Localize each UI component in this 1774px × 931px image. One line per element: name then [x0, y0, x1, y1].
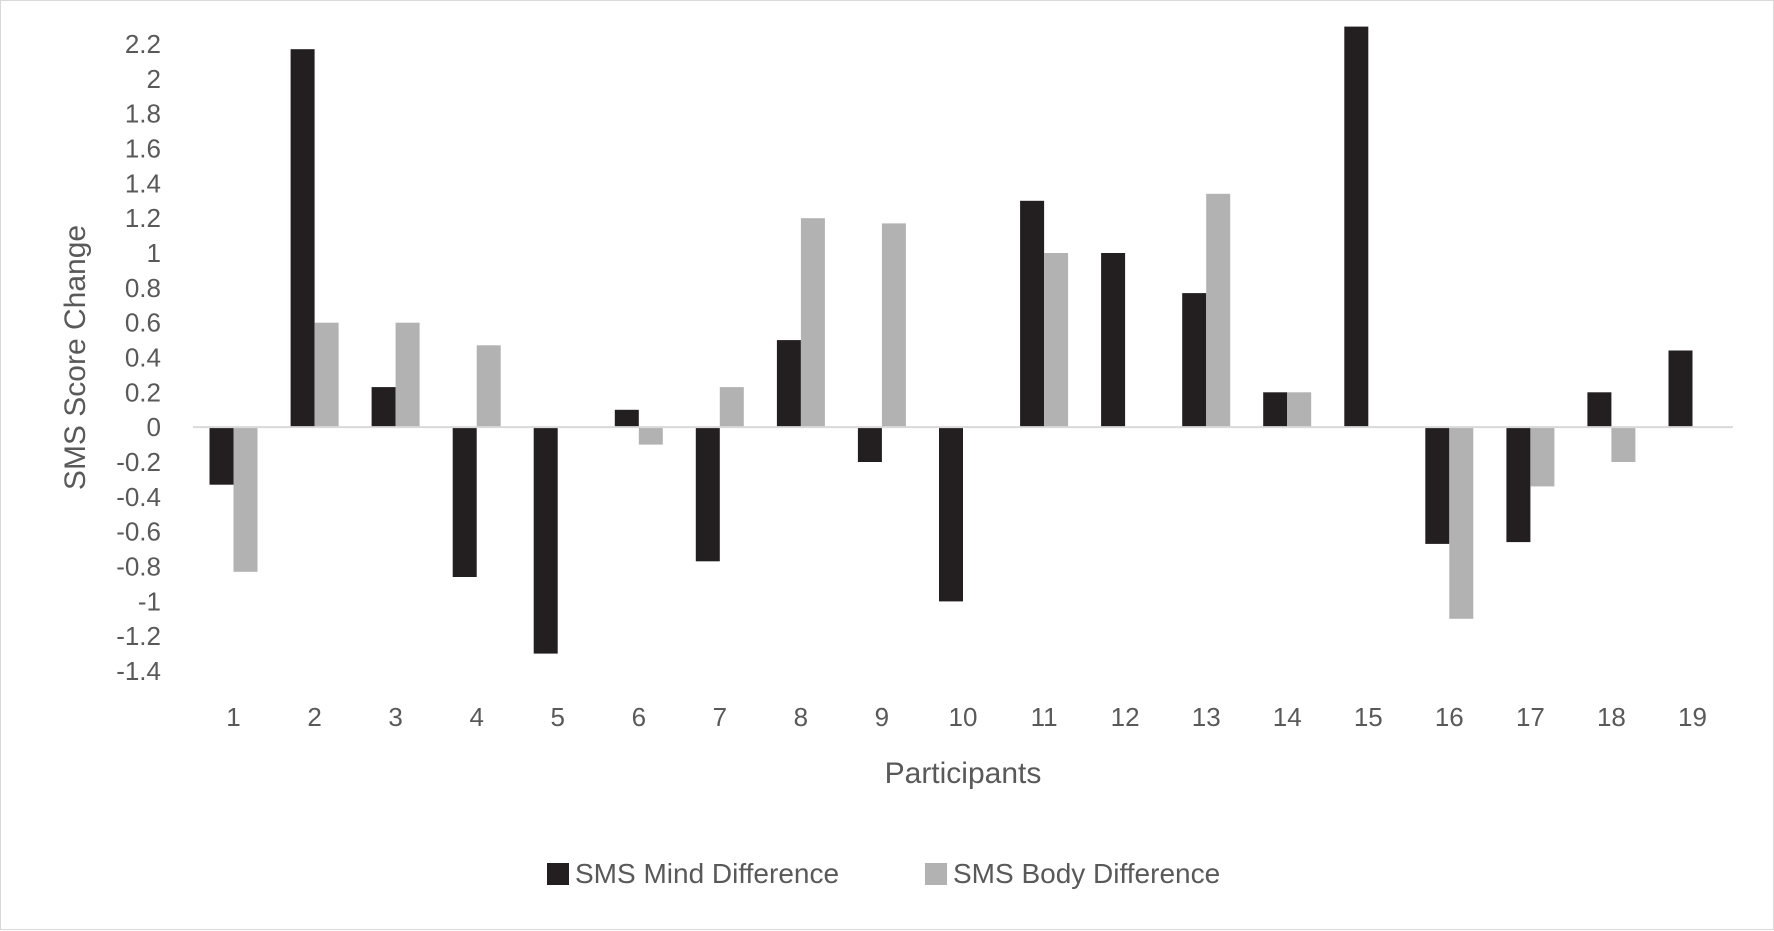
y-tick-label: -1.4: [116, 656, 161, 686]
y-tick-label: -1: [138, 586, 161, 616]
y-tick-label: 0.8: [125, 273, 161, 303]
x-tick-label: 12: [1111, 702, 1140, 732]
bar-mind-11: [1020, 200, 1045, 428]
bar-body-2: [314, 322, 339, 428]
bar-body-18: [1611, 427, 1636, 462]
y-tick-label: 1.4: [125, 168, 161, 198]
x-tick-label: 8: [794, 702, 808, 732]
x-tick-label: 9: [875, 702, 889, 732]
y-tick-label: 1: [147, 238, 161, 268]
x-tick-label: 17: [1516, 702, 1545, 732]
bar-mind-8: [776, 340, 801, 428]
x-tick-label: 10: [949, 702, 978, 732]
bar-body-16: [1449, 427, 1474, 619]
bar-mind-3: [371, 387, 396, 428]
bars-group: [209, 26, 1693, 654]
y-tick-label: -0.4: [116, 482, 161, 512]
x-tick-label: 18: [1597, 702, 1626, 732]
bar-body-11: [1044, 253, 1069, 428]
x-tick-label: 7: [713, 702, 727, 732]
y-tick-label: 0.2: [125, 377, 161, 407]
x-tick-label: 13: [1192, 702, 1221, 732]
x-axis-title: Participants: [885, 757, 1042, 790]
x-tick-label: 11: [1031, 702, 1058, 732]
bar-mind-14: [1263, 392, 1288, 428]
bar-body-6: [638, 427, 663, 445]
legend-label-mind: SMS Mind Difference: [575, 858, 839, 889]
bar-mind-7: [695, 427, 720, 562]
y-tick-label: 1.6: [125, 134, 161, 164]
x-tick-label: 1: [226, 702, 240, 732]
y-tick-label: 2.2: [125, 29, 161, 59]
bar-mind-17: [1506, 427, 1531, 543]
x-tick-label: 15: [1354, 702, 1383, 732]
legend-label-body: SMS Body Difference: [953, 858, 1220, 889]
legend-swatch-body: [925, 863, 947, 885]
legend: SMS Mind Difference SMS Body Difference: [547, 858, 1220, 889]
bar-body-9: [881, 223, 906, 428]
bar-mind-12: [1101, 253, 1126, 428]
bar-body-1: [233, 427, 258, 572]
bar-mind-6: [614, 409, 639, 428]
bar-body-13: [1206, 193, 1231, 428]
x-tick-label: 14: [1273, 702, 1302, 732]
bar-mind-1: [209, 427, 234, 485]
x-tick-label: 19: [1678, 702, 1707, 732]
x-tick-label: 3: [388, 702, 402, 732]
bar-body-3: [395, 322, 420, 428]
x-tick-label: 5: [550, 702, 564, 732]
bar-body-7: [719, 387, 744, 428]
y-tick-label: -0.8: [116, 552, 161, 582]
bar-mind-13: [1182, 293, 1207, 428]
bar-mind-5: [533, 427, 558, 654]
bar-body-4: [476, 345, 501, 428]
x-tick-label: 4: [469, 702, 483, 732]
bar-mind-10: [939, 427, 963, 602]
y-tick-label: 0.4: [125, 343, 161, 373]
x-tick-label: 2: [307, 702, 321, 732]
bar-mind-9: [857, 427, 882, 462]
x-tick-label: 6: [632, 702, 646, 732]
bar-mind-18: [1587, 392, 1612, 428]
y-tick-label: 0: [147, 412, 161, 442]
bar-mind-15: [1344, 26, 1369, 428]
y-tick-label: -0.6: [116, 517, 161, 547]
bar-mind-4: [452, 427, 477, 577]
y-axis-ticks: -1.4 -1.2 -1 -0.8 -0.6 -0.4 -0.2 0 0.2 0.4 0.6 0.8 1…: [116, 29, 161, 686]
y-tick-label: 1.8: [125, 99, 161, 129]
x-axis-ticks: 1 2 3 4 5 6 7 8 9 10 11 12 13 14 15 16 17 18 19: [226, 702, 1707, 732]
bar-mind-19: [1668, 350, 1693, 428]
y-tick-label: 0.6: [125, 308, 161, 338]
bar-body-8: [800, 218, 825, 428]
legend-swatch-mind: [547, 863, 569, 885]
x-tick-label: 16: [1435, 702, 1464, 732]
y-tick-label: -1.2: [116, 621, 161, 651]
bar-mind-16: [1425, 427, 1450, 544]
y-tick-label: 2: [147, 64, 161, 94]
bar-mind-2: [290, 49, 315, 428]
y-tick-label: 1.2: [125, 203, 161, 233]
bar-body-14: [1287, 392, 1312, 428]
bar-body-17: [1530, 427, 1555, 487]
y-axis-title: SMS Score Change: [59, 225, 92, 490]
y-tick-label: -0.2: [116, 447, 161, 477]
